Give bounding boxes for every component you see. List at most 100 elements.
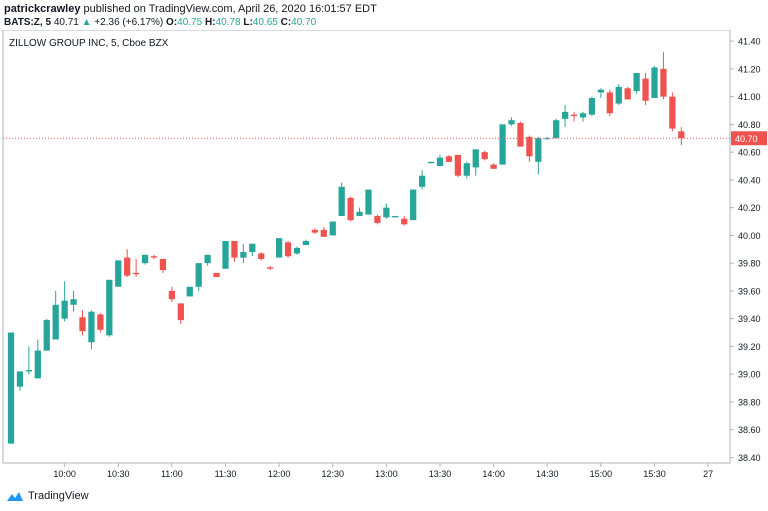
tradingview-logo-icon[interactable] (6, 490, 24, 502)
y-tick-label: 39.20 (738, 342, 761, 352)
candle-body (561, 111, 569, 119)
candle-body (499, 124, 506, 165)
candle-body (365, 189, 372, 215)
candle-body (97, 314, 104, 330)
publish-info: published on TradingView.com, April 26, … (83, 3, 377, 15)
candle-body (472, 149, 479, 168)
x-tick-label: 15:00 (590, 469, 613, 479)
candle-body (132, 272, 140, 275)
candle-body (553, 120, 560, 139)
x-tick-label: 14:00 (482, 469, 505, 479)
candle-body (669, 96, 676, 129)
chart-title: ZILLOW GROUP INC, 5, Cboe BZX (9, 38, 169, 49)
candle-body (383, 207, 390, 218)
candle-body (25, 370, 33, 372)
x-tick-label: 10:30 (107, 469, 130, 479)
candle-body (454, 154, 462, 176)
y-tick-label: 39.80 (738, 259, 761, 269)
x-tick-label: 15:30 (643, 469, 666, 479)
candle-body (418, 175, 426, 187)
candle-body (186, 286, 193, 297)
candle-body (311, 229, 319, 233)
candle-body (79, 317, 86, 332)
last-price-label: 40.70 (735, 134, 758, 144)
y-tick-label: 38.40 (738, 453, 761, 463)
last-price-tag (731, 131, 767, 146)
candle-body (535, 138, 542, 162)
candle-body (624, 88, 631, 100)
candle-body (410, 189, 417, 221)
high-label: H: (204, 17, 216, 28)
candle-body (544, 138, 551, 140)
y-tick-label: 39.40 (738, 314, 761, 324)
y-tick-label: 40.80 (738, 120, 761, 130)
candle-body (588, 98, 596, 115)
y-tick-label: 40.20 (738, 203, 761, 213)
candle-body (16, 371, 24, 387)
candle-body (177, 303, 184, 321)
candle-body (70, 299, 77, 305)
candle-body (213, 272, 220, 278)
price-change: +2.36 (+6.17%) (94, 17, 164, 28)
symbol-label: BATS:Z, 5 (4, 17, 52, 28)
candle-body (392, 215, 399, 218)
candlestick-chart[interactable]: ZILLOW GROUP INC, 5, Cboe BZX 38.40 38.60 3… (0, 30, 768, 488)
ohlc-line: BATS:Z, 5 40.71 ▲ +2.36 (+6.17%) O:40.75… (4, 16, 377, 30)
candle-body (284, 242, 292, 257)
x-tick-label: 10:00 (53, 469, 76, 479)
footer: TradingView (6, 490, 89, 502)
x-tick-label: 12:30 (321, 469, 344, 479)
x-tick-label: 14:30 (536, 469, 559, 479)
chart-area[interactable]: ZILLOW GROUP INC, 5, Cboe BZX 38.40 38.60 3… (0, 30, 768, 488)
candle-body (517, 122, 524, 147)
close-value: 40.70 (291, 17, 317, 28)
candle-body (141, 254, 149, 264)
brand-name[interactable]: TradingView (28, 490, 89, 502)
candle-body (293, 247, 301, 254)
candle-body (651, 67, 658, 99)
open-label: O: (166, 17, 178, 28)
candle-body (302, 240, 310, 246)
candle-body (642, 78, 649, 101)
candle-body (258, 253, 265, 259)
y-tick-label: 38.60 (738, 425, 761, 435)
candle-body (115, 260, 122, 287)
y-tick-label: 41.00 (738, 92, 761, 102)
author-name[interactable]: patrickcrawley (4, 3, 81, 15)
candle-body (633, 73, 640, 92)
candle-body (43, 320, 50, 351)
candle-body (660, 68, 667, 97)
candle-body (267, 267, 274, 269)
candle-body (445, 156, 453, 162)
candle-body (168, 290, 176, 300)
candle-body (106, 279, 113, 336)
candle-body (222, 240, 229, 269)
y-tick-label: 41.20 (738, 64, 761, 74)
last-price: 40.71 (53, 17, 79, 28)
x-tick-label: 11:00 (161, 469, 183, 479)
candle-body (7, 332, 15, 444)
candle-body (427, 161, 435, 164)
candle-body (526, 136, 533, 157)
candle-body (320, 229, 327, 237)
candle-body (150, 256, 158, 258)
candle-body (356, 211, 363, 216)
candle-body (615, 86, 622, 104)
candle-body (401, 218, 408, 225)
candle-body (249, 243, 256, 253)
open-value: 40.75 (177, 17, 203, 28)
plot-frame (2, 30, 731, 464)
candle-body (570, 114, 578, 117)
x-tick-label: 13:00 (375, 469, 398, 479)
candle-body (481, 152, 488, 160)
x-tick-label: 12:00 (268, 469, 291, 479)
chart-header: patrickcrawley published on TradingView.… (4, 2, 377, 30)
candle-body (678, 131, 685, 139)
high-value: 40.78 (215, 17, 241, 28)
y-tick-label: 39.60 (738, 286, 761, 296)
y-tick-label: 38.80 (738, 397, 761, 407)
x-tick-label: 11:30 (215, 469, 237, 479)
candle-body (34, 350, 41, 379)
candle-body (159, 258, 167, 271)
close-label: C: (280, 17, 292, 28)
